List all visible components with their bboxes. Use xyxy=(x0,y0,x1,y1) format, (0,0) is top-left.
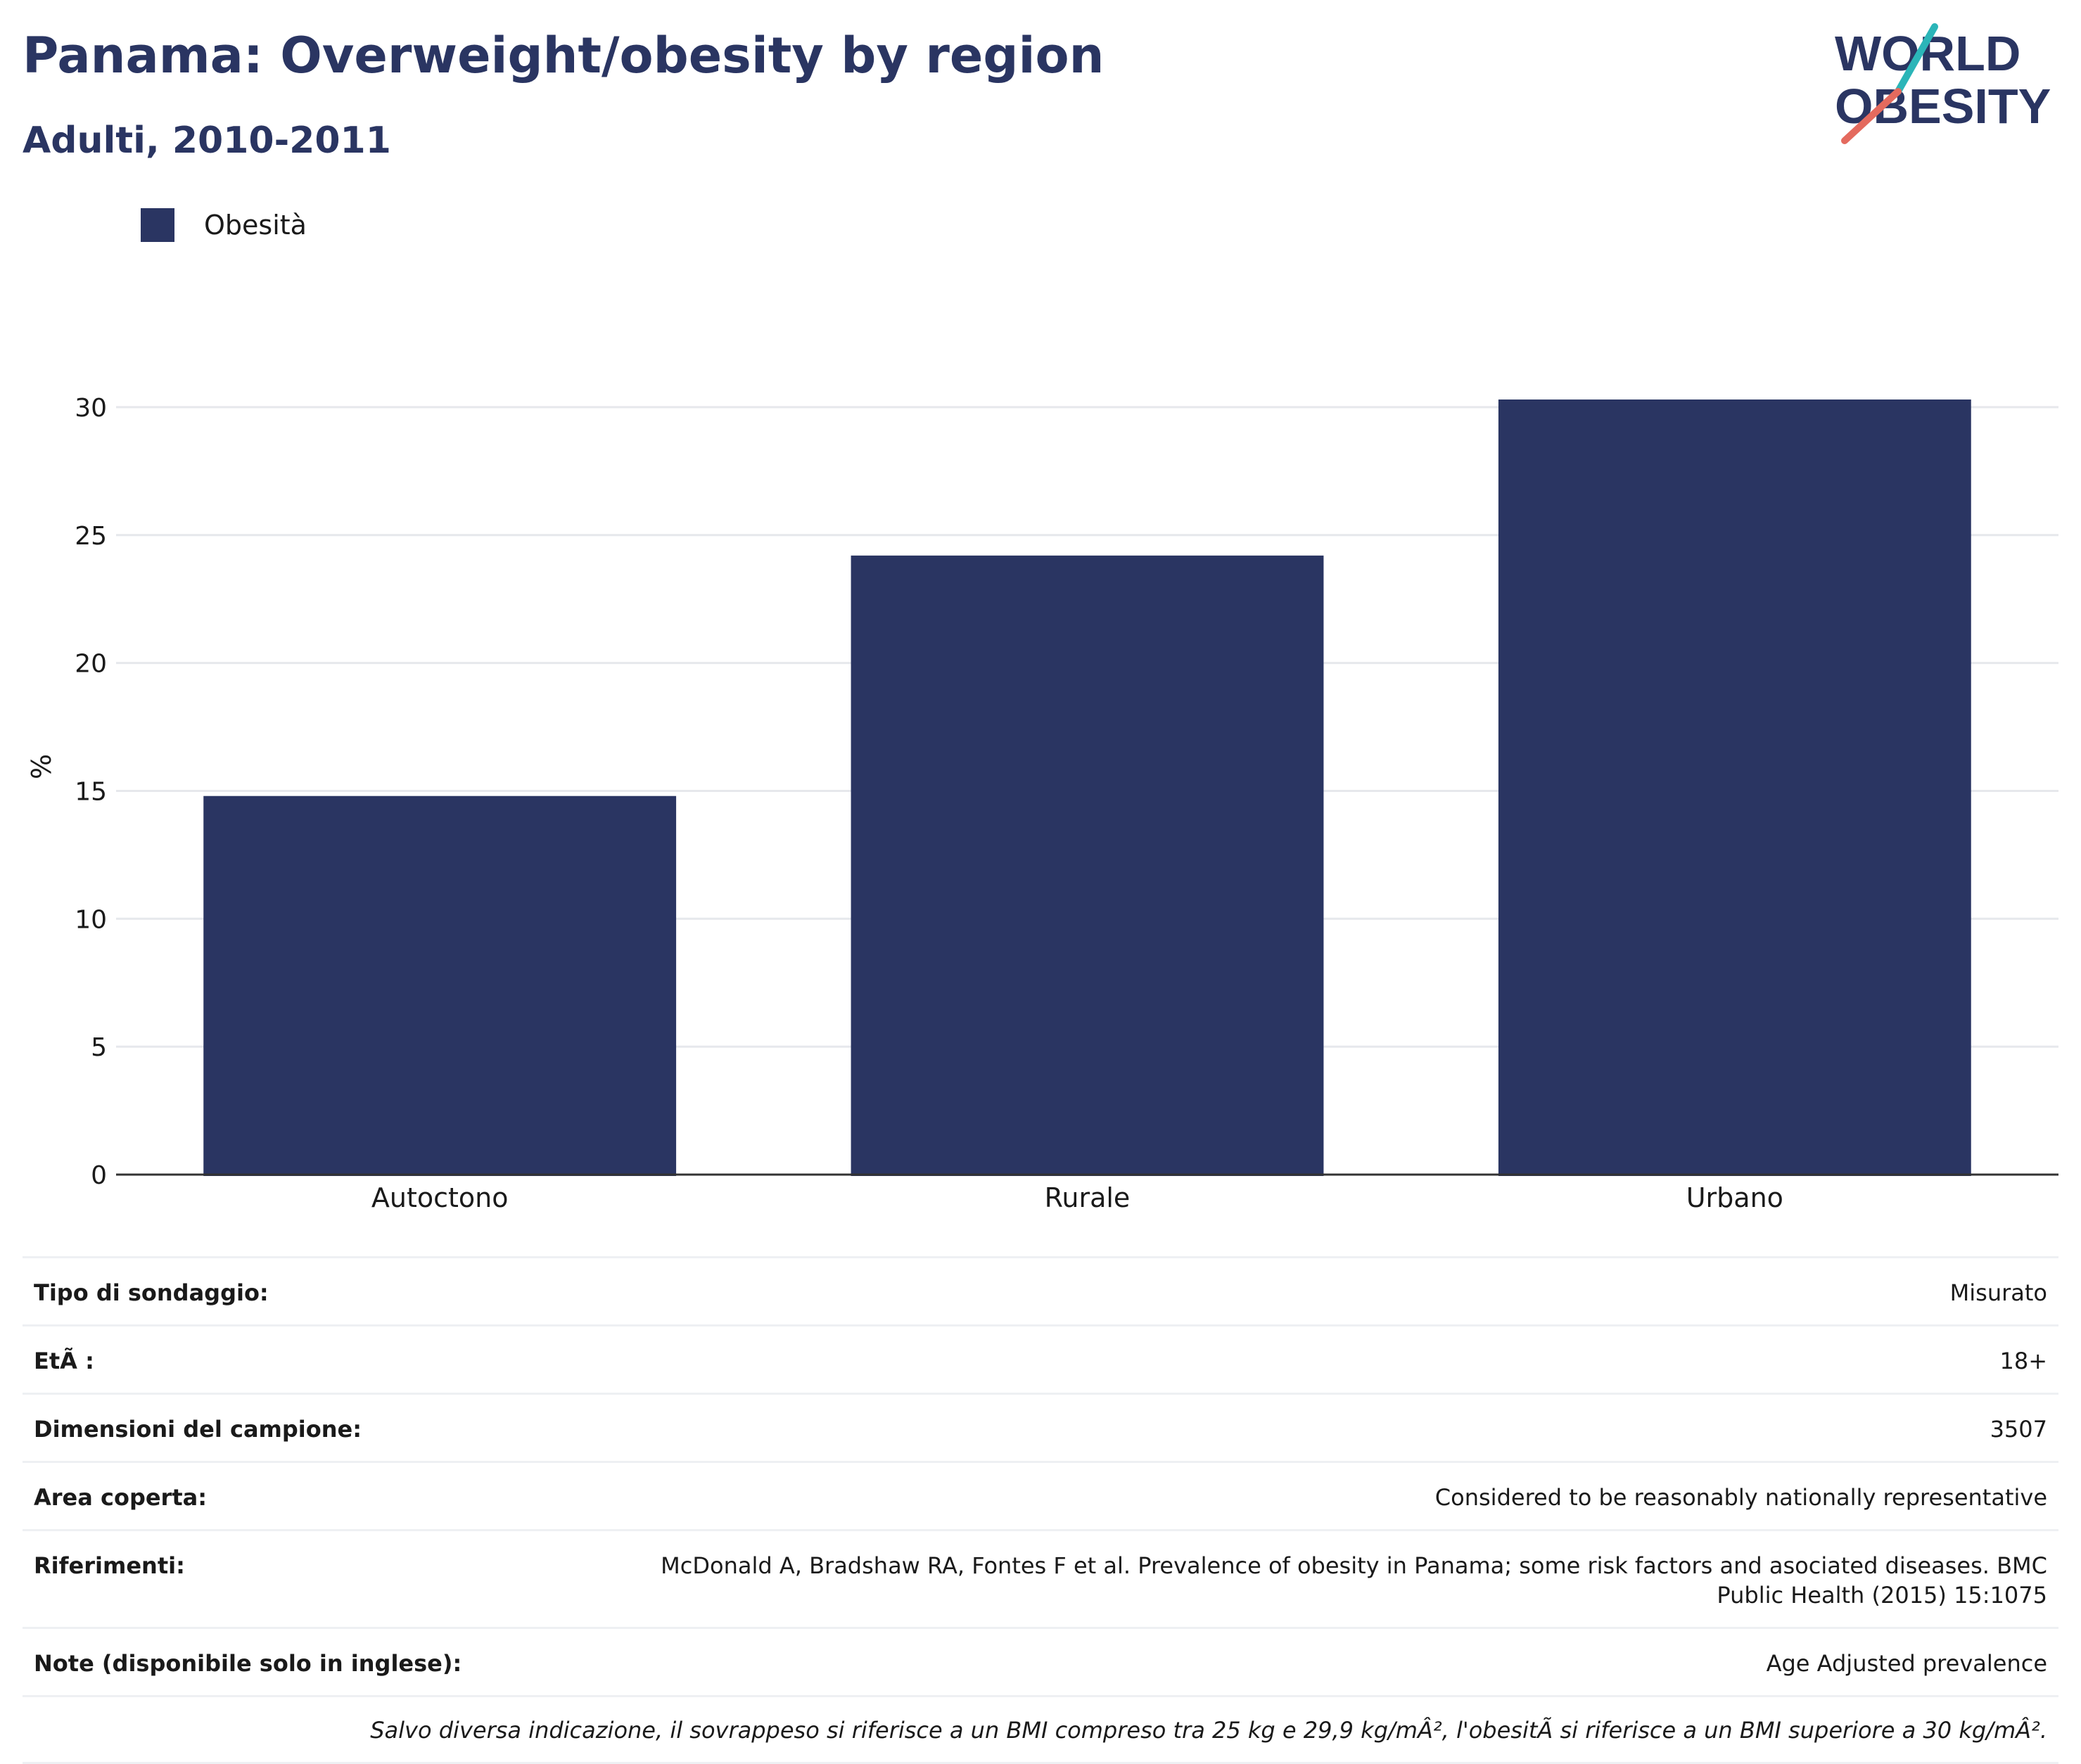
legend-label: Obesità xyxy=(204,210,307,241)
bar-rurale xyxy=(851,555,1324,1176)
chart-subtitle: Adulti, 2010-2011 xyxy=(23,120,391,162)
x-tick-label: Urbano xyxy=(1686,1182,1783,1213)
metadata-row: Note (disponibile solo in inglese): Age A… xyxy=(23,1627,2058,1695)
metadata-key: Note (disponibile solo in inglese): xyxy=(34,1650,462,1677)
metadata-row: Dimensioni del campione: 3507 xyxy=(23,1393,2058,1461)
legend-swatch xyxy=(141,208,174,242)
y-tick-label: 0 xyxy=(91,1161,107,1190)
bar-chart: 0 5 10 15 20 25 30 Autoctono Rurale Urbano % xyxy=(26,394,2058,1213)
legend[interactable]: Obesità xyxy=(141,208,307,242)
y-tick-label: 10 xyxy=(75,905,107,934)
y-tick-label: 25 xyxy=(75,522,107,551)
metadata-key: EtÃ : xyxy=(34,1348,94,1374)
chart-title: Panama: Overweight/obesity by region xyxy=(23,27,1105,84)
metadata-value: Misurato xyxy=(1949,1279,2047,1306)
y-axis-label: % xyxy=(26,754,57,779)
metadata-key: Dimensioni del campione: xyxy=(34,1416,362,1443)
y-tick-label: 15 xyxy=(75,777,107,806)
metadata-key: Tipo di sondaggio: xyxy=(34,1279,269,1306)
x-tick-label: Autoctono xyxy=(371,1182,509,1213)
world-obesity-logo: WORLD OBESITY xyxy=(1835,23,2051,144)
logo-line2: OBESITY xyxy=(1835,79,2051,134)
metadata-key: Area coperta: xyxy=(34,1484,208,1511)
metadata-value: 18+ xyxy=(1999,1348,2047,1374)
metadata-value: Considered to be reasonably nationally r… xyxy=(1434,1484,2047,1511)
x-tick-label: Rurale xyxy=(1045,1182,1131,1213)
footnote: Salvo diversa indicazione, il sovrappeso… xyxy=(23,1695,2058,1764)
metadata-key: Riferimenti: xyxy=(34,1552,185,1579)
y-tick-label: 5 xyxy=(91,1033,107,1062)
y-tick-label: 20 xyxy=(75,650,107,679)
metadata-row: Tipo di sondaggio: Misurato xyxy=(23,1256,2058,1324)
logo-coral-slash xyxy=(1841,88,1902,144)
metadata-table: Tipo di sondaggio: Misurato EtÃ : 18+ Dimens… xyxy=(23,1256,2058,1764)
metadata-row: Area coperta: Considered to be reasonably… xyxy=(23,1461,2058,1529)
metadata-value: McDonald A, Bradshaw RA, Fontes F et al.… xyxy=(661,1552,2047,1609)
axis-layer: 0 5 10 15 20 25 30 Autoctono Rurale Urbano xyxy=(75,394,2058,1213)
bar-urbano xyxy=(1498,400,1971,1176)
y-tick-label: 30 xyxy=(75,394,107,423)
metadata-value: Age Adjusted prevalence xyxy=(1766,1650,2047,1677)
logo-teal-slash xyxy=(1895,23,1938,95)
bar-autoctono xyxy=(203,795,677,1176)
metadata-row: Riferimenti: McDonald A, Bradshaw RA, Fon… xyxy=(23,1529,2058,1627)
bar-layer xyxy=(203,400,1971,1176)
metadata-row: EtÃ : 18+ xyxy=(23,1324,2058,1393)
metadata-value: 3507 xyxy=(1990,1416,2047,1443)
